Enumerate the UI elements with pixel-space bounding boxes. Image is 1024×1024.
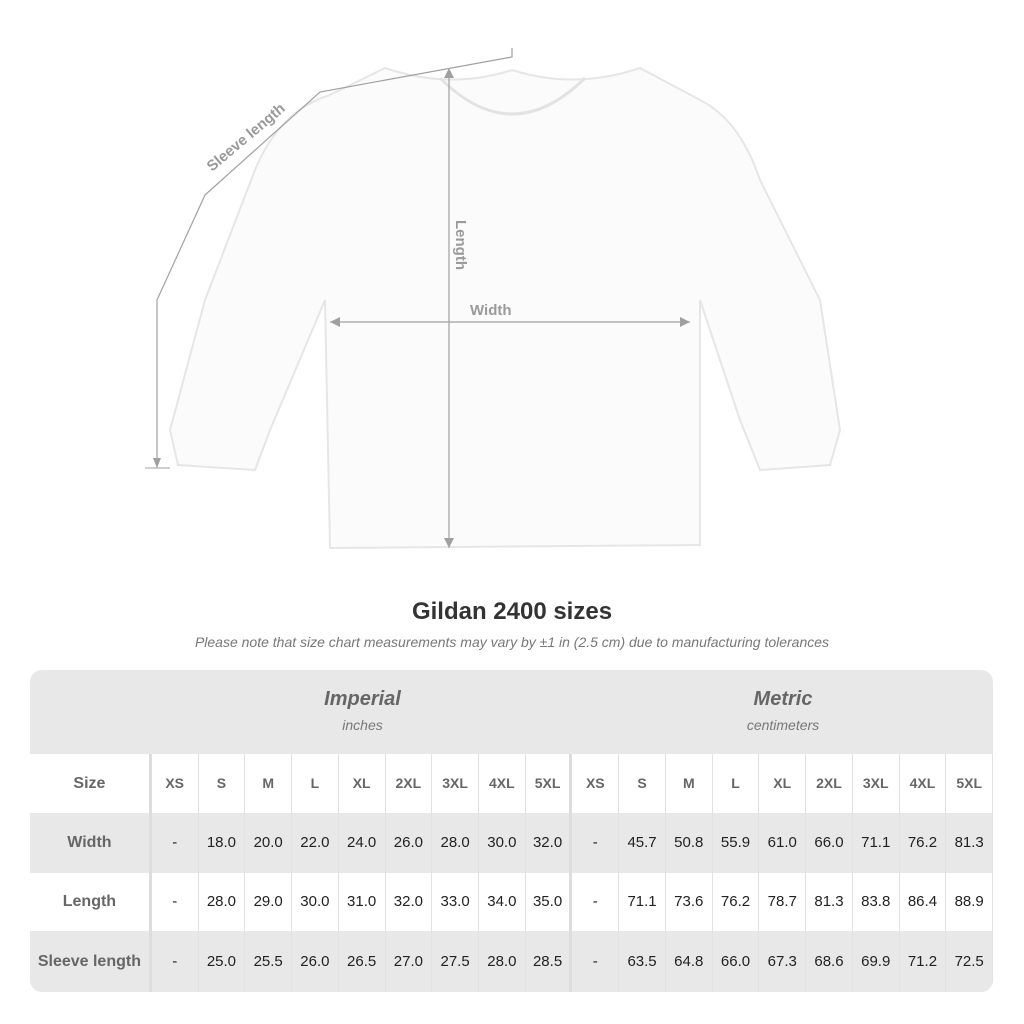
imperial-cell: 32.0 xyxy=(386,873,433,931)
imperial-cell: - xyxy=(152,813,199,873)
sleeve-measure-line xyxy=(156,48,513,468)
row-label: Width xyxy=(30,813,152,873)
imperial-cell: 28.0 xyxy=(199,873,246,931)
metric-cell: 45.7 xyxy=(619,813,666,873)
metric-cell: 69.9 xyxy=(853,931,900,992)
imperial-cell: 27.5 xyxy=(432,931,479,992)
size-header-cell: 4XL xyxy=(479,754,526,813)
metric-cell: 71.1 xyxy=(619,873,666,931)
metric-cell: 55.9 xyxy=(713,813,760,873)
metric-cell: 73.6 xyxy=(666,873,713,931)
imperial-cell: 29.0 xyxy=(245,873,293,931)
size-header-cell: M xyxy=(245,754,293,813)
metric-cell: 71.2 xyxy=(900,931,947,992)
size-table: Imperial inches Metric centimeters Size X… xyxy=(30,670,993,992)
imperial-cell: 26.0 xyxy=(386,813,433,873)
imperial-cell: 25.0 xyxy=(199,931,246,992)
metric-cell: 66.0 xyxy=(713,931,760,992)
metric-cell: 63.5 xyxy=(619,931,666,992)
imperial-cell: 22.0 xyxy=(292,813,339,873)
metric-cell: 86.4 xyxy=(900,873,947,931)
table-row: Width -18.0 20.0 22.0 24.0 26.0 28.0 30.0 32.0-4… xyxy=(30,813,993,873)
imperial-cell: 25.5 xyxy=(245,931,293,992)
row-label: Size xyxy=(30,754,152,813)
size-header-cell: L xyxy=(713,754,760,813)
tolerance-note: Please note that size chart measurements… xyxy=(194,634,830,650)
imperial-cell: 26.0 xyxy=(292,931,339,992)
size-header-cell: XS xyxy=(152,754,199,813)
length-label: Length xyxy=(452,220,469,270)
size-header-cell: 5XL xyxy=(946,754,993,813)
metric-cell: 76.2 xyxy=(713,873,760,931)
size-header-cell: S xyxy=(199,754,246,813)
imperial-cell: 28.5 xyxy=(526,931,573,992)
metric-cell: 81.3 xyxy=(806,873,853,931)
metric-header: Metric centimeters xyxy=(573,670,993,754)
metric-cell: 50.8 xyxy=(666,813,713,873)
size-header-cell: S xyxy=(619,754,666,813)
imperial-header: Imperial inches xyxy=(152,670,573,754)
width-label: Width xyxy=(470,302,512,319)
imperial-cell: 31.0 xyxy=(339,873,386,931)
system-name: Imperial xyxy=(324,688,401,710)
metric-cell: 72.5 xyxy=(946,931,993,992)
size-header-cell: XL xyxy=(339,754,386,813)
size-header-cell: 4XL xyxy=(900,754,947,813)
metric-cell: 76.2 xyxy=(900,813,947,873)
metric-cell: 83.8 xyxy=(853,873,900,931)
size-header-cell: 5XL xyxy=(526,754,573,813)
size-header-cell: M xyxy=(666,754,713,813)
metric-cell: 78.7 xyxy=(759,873,807,931)
size-header-cell: 3XL xyxy=(853,754,900,813)
metric-cell: - xyxy=(572,873,620,931)
imperial-cell: 28.0 xyxy=(432,813,479,873)
imperial-cell: 26.5 xyxy=(339,931,386,992)
imperial-cell: 18.0 xyxy=(199,813,246,873)
metric-cell: - xyxy=(572,813,620,873)
imperial-cell: 24.0 xyxy=(339,813,386,873)
metric-cell: 71.1 xyxy=(853,813,900,873)
imperial-cell: 30.0 xyxy=(479,813,526,873)
system-name: Metric xyxy=(753,688,813,710)
system-unit: centimeters xyxy=(746,717,820,733)
imperial-cell: 34.0 xyxy=(479,873,526,931)
shirt-diagram: Sleeve length Length Width xyxy=(145,48,842,550)
size-header-cell: L xyxy=(292,754,339,813)
row-label: Sleeve length xyxy=(30,931,152,992)
imperial-cell: 30.0 xyxy=(292,873,339,931)
imperial-cell: 27.0 xyxy=(386,931,433,992)
size-header-cell: XL xyxy=(759,754,807,813)
metric-cell: 61.0 xyxy=(759,813,807,873)
metric-cell: - xyxy=(572,931,620,992)
size-header-cell: 2XL xyxy=(386,754,433,813)
imperial-cell: 32.0 xyxy=(526,813,573,873)
metric-cell: 88.9 xyxy=(946,873,993,931)
system-unit: inches xyxy=(342,717,383,733)
size-header-row: Size XS S M L XL 2XL 3XL 4XL 5XL XS S M L XL 2XL 3XL 4XL 5… xyxy=(30,754,993,813)
imperial-cell: 28.0 xyxy=(479,931,526,992)
row-label: Length xyxy=(30,873,152,931)
imperial-cell: - xyxy=(152,931,199,992)
metric-cell: 67.3 xyxy=(759,931,807,992)
imperial-cell: 33.0 xyxy=(432,873,479,931)
size-header-cell: 2XL xyxy=(806,754,853,813)
metric-cell: 81.3 xyxy=(946,813,993,873)
metric-cell: 66.0 xyxy=(806,813,853,873)
size-header-cell: XS xyxy=(572,754,620,813)
metric-cell: 64.8 xyxy=(666,931,713,992)
shirt-collar xyxy=(438,76,587,116)
page-title: Gildan 2400 sizes xyxy=(411,598,613,625)
shirt-body xyxy=(168,66,842,550)
metric-cell: 68.6 xyxy=(806,931,853,992)
size-header-cell: 3XL xyxy=(432,754,479,813)
imperial-cell: - xyxy=(152,873,199,931)
imperial-cell: 20.0 xyxy=(245,813,293,873)
imperial-cell: 35.0 xyxy=(526,873,573,931)
table-row: Length -28.0 29.0 30.0 31.0 32.0 33.0 34.0 35.0-… xyxy=(30,873,993,931)
table-row: Sleeve length -25.0 25.5 26.0 26.5 27.0 27.5 28… xyxy=(30,931,993,992)
